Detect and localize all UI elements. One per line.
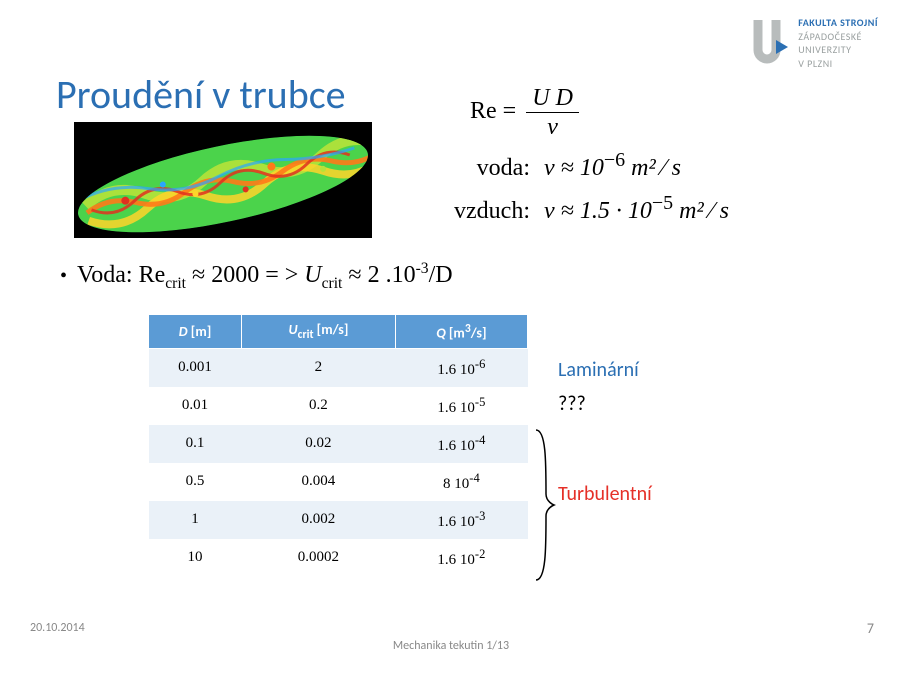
logo-text: FAKULTA STROJNÍ ZÁPADOČESKÉ UNIVERZITY V… [798, 16, 878, 70]
table-row: 0.10.021.6 10-4 [149, 425, 528, 463]
data-table: D [m]Ucrit [m/s]Q [m3/s] 0.00121.6 10-60… [148, 314, 528, 577]
table-cell: 1.6 10-3 [395, 501, 527, 539]
table-row: 10.0021.6 10-3 [149, 501, 528, 539]
equation-block: Re = U D ν voda: ν ≈ 10−6 m² ⁄ s vzduch: [430, 86, 729, 225]
slide-root: FAKULTA STROJNÍ ZÁPADOČESKÉ UNIVERZITY V… [0, 0, 902, 673]
re-symbol: Re [470, 98, 497, 124]
table-cell: 0.1 [149, 425, 242, 463]
table-cell: 0.001 [149, 348, 242, 387]
data-table-wrap: D [m]Ucrit [m/s]Q [m3/s] 0.00121.6 10-60… [148, 314, 528, 577]
table-cell: 2 [242, 348, 396, 387]
table-cell: 0.5 [149, 463, 242, 501]
footer-date: 20.10.2014 [30, 621, 85, 635]
label-unknown: ??? [558, 392, 652, 416]
table-cell: 0.0002 [242, 539, 396, 577]
table-cell: 1 [149, 501, 242, 539]
table-cell: 10 [149, 539, 242, 577]
table-row: 0.010.21.6 10-5 [149, 387, 528, 425]
footer-center: Mechanika tekutin 1/13 [393, 639, 509, 653]
logo-mark-icon [752, 16, 790, 72]
table-row: 0.50.0048 10-4 [149, 463, 528, 501]
table-cell: 0.02 [242, 425, 396, 463]
logo-line-2: ZÁPADOČESKÉ [798, 30, 878, 44]
logo-line-3: UNIVERZITY [798, 43, 878, 57]
table-col-header: Q [m3/s] [395, 315, 527, 349]
table-header-row: D [m]Ucrit [m/s]Q [m3/s] [149, 315, 528, 349]
viscosity-water: voda: ν ≈ 10−6 m² ⁄ s [430, 149, 729, 182]
table-cell: 0.01 [149, 387, 242, 425]
table-cell: 1.6 10-5 [395, 387, 527, 425]
table-cell: 8 10-4 [395, 463, 527, 501]
table-cell: 0.002 [242, 501, 396, 539]
bullet-criterion: • Voda: Recrit ≈ 2000 = > Ucrit ≈ 2 .10-… [60, 260, 453, 293]
reynolds-equation: Re = U D ν [430, 86, 729, 139]
table-row: 100.00021.6 10-2 [149, 539, 528, 577]
viscosity-air: vzduch: ν ≈ 1.5 · 10−5 m² ⁄ s [430, 192, 729, 225]
logo-line-4: V PLZNI [798, 57, 878, 71]
university-logo: FAKULTA STROJNÍ ZÁPADOČESKÉ UNIVERZITY V… [752, 16, 878, 72]
table-cell: 0.2 [242, 387, 396, 425]
table-cell: 1.6 10-4 [395, 425, 527, 463]
table-col-header: Ucrit [m/s] [242, 315, 396, 349]
table-row: 0.00121.6 10-6 [149, 348, 528, 387]
label-turbulent: Turbulentní [558, 482, 652, 506]
table-col-header: D [m] [149, 315, 242, 349]
table-cell: 0.004 [242, 463, 396, 501]
viscosity-values: voda: ν ≈ 10−6 m² ⁄ s vzduch: ν ≈ 1.5 · … [430, 149, 729, 225]
regime-labels: Laminární ??? Turbulentní [558, 358, 652, 506]
bullet-content: Voda: Recrit ≈ 2000 = > Ucrit ≈ 2 .10-3/… [77, 260, 453, 293]
label-laminar: Laminární [558, 358, 652, 382]
table-cell: 1.6 10-2 [395, 539, 527, 577]
table-cell: 1.6 10-6 [395, 348, 527, 387]
table-body: 0.00121.6 10-60.010.21.6 10-50.10.021.6 … [149, 348, 528, 577]
curly-bracket-icon [532, 428, 556, 582]
bullet-dot-icon: • [60, 265, 67, 288]
reynolds-fraction: U D ν [526, 86, 579, 139]
footer-page-number: 7 [867, 620, 874, 637]
logo-line-1: FAKULTA STROJNÍ [798, 16, 878, 30]
cfd-pipe-image [74, 122, 372, 238]
slide-title: Proudění v trubce [56, 70, 346, 119]
